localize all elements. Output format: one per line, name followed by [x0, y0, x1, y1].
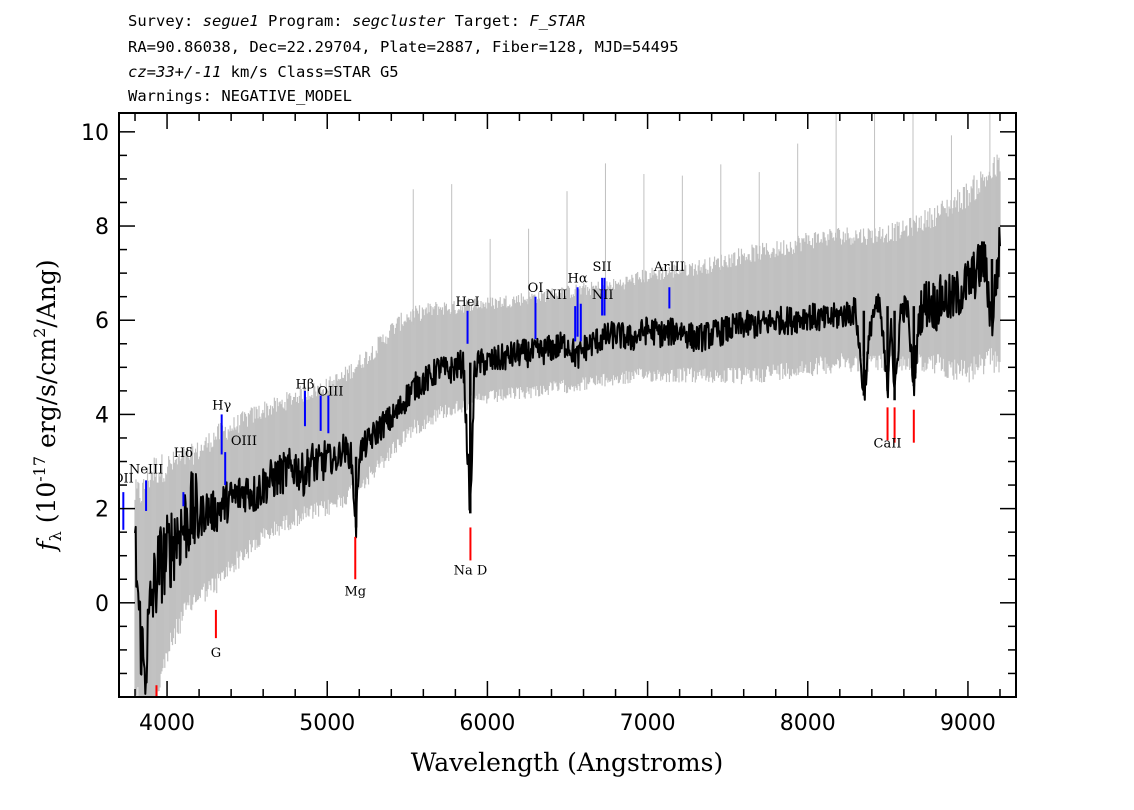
program-value: segcluster	[351, 12, 446, 30]
line-label-h: Hδ	[174, 446, 193, 461]
axis-tick-labels: 4000 5000 6000 7000 8000 9000 0 2 4 6 8 10	[81, 121, 996, 736]
line-label-h: Hγ	[212, 399, 231, 414]
x-tick-label: 4000	[139, 711, 195, 736]
line-label-nii: NII	[592, 288, 614, 303]
y-tick-label: 2	[95, 498, 109, 523]
x-tick-label: 9000	[940, 711, 996, 736]
line-label-hei: HeI	[455, 295, 479, 310]
y-axis-title: fλ (10-17 erg/s/cm2/Ang)	[30, 259, 65, 552]
header-line-1: Survey: segue1 Program: segcluster Targe…	[128, 12, 585, 30]
line-label-neiii: NeIII	[129, 462, 163, 477]
y-tick-label: 8	[95, 215, 109, 240]
flux-layer	[134, 226, 1001, 695]
survey-value: segue1	[202, 12, 259, 30]
line-label-g: G	[211, 646, 221, 661]
y-tick-label: 6	[95, 309, 109, 334]
header-line-4: Warnings: NEGATIVE_MODEL	[128, 87, 352, 105]
x-tick-label: 5000	[299, 711, 355, 736]
y-tick-label: 10	[81, 121, 109, 146]
header-line-2: RA=90.86038, Dec=22.29704, Plate=2887, F…	[128, 38, 679, 56]
line-label-oiii: OIII	[231, 434, 257, 449]
line-label-oii-clipped: OII	[113, 472, 134, 487]
line-label-nad: Na D	[454, 564, 488, 579]
line-label-caii: CaII	[874, 436, 902, 451]
target-value: F_STAR	[529, 12, 586, 30]
line-label-h: Hβ	[296, 378, 315, 393]
header-line-3: cz=33+/-11 km/s Class=STAR G5	[128, 63, 399, 81]
target-label: Target:	[445, 12, 530, 30]
y-tick-label: 0	[95, 592, 109, 617]
line-label-oi: OI	[528, 281, 544, 296]
line-label-sii: SII	[593, 260, 612, 275]
line-label-oiii: OIII	[317, 385, 343, 400]
x-tick-label: 6000	[459, 711, 515, 736]
program-label: Program:	[258, 12, 352, 30]
x-tick-label: 8000	[780, 711, 836, 736]
line-marker-layer	[122, 277, 915, 697]
axis-ticks	[119, 113, 1016, 697]
line-label-nii: NII	[545, 288, 567, 303]
class-text: km/s Class=STAR G5	[221, 63, 399, 81]
error-band-layer	[134, 113, 1001, 697]
survey-label: Survey:	[128, 12, 203, 30]
flux-line	[134, 226, 1001, 695]
x-axis-title: Wavelength (Angstroms)	[411, 748, 723, 777]
y-tick-label: 4	[95, 403, 109, 428]
redshift-value: cz=33+/-11	[128, 63, 222, 81]
line-label-mg: Mg	[344, 585, 366, 600]
line-label-ariii: ArIII	[653, 260, 685, 275]
line-label-h: Hα	[568, 272, 588, 287]
x-tick-label: 7000	[620, 711, 676, 736]
plot-frame	[118, 112, 1017, 698]
